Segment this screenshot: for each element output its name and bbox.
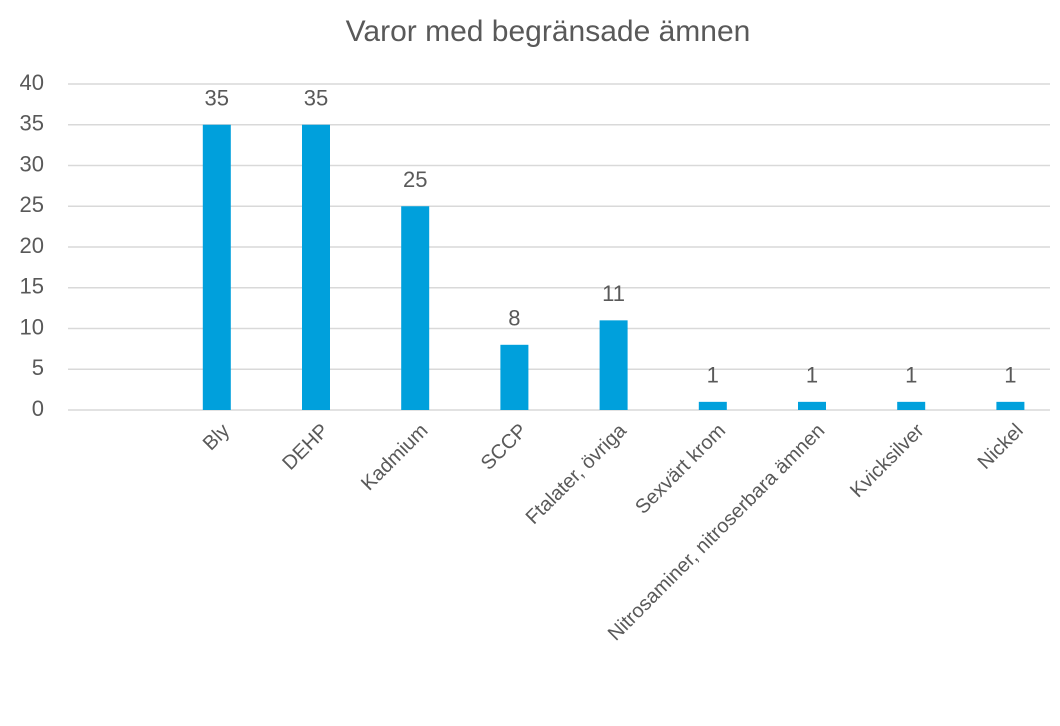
y-tick-label: 0 xyxy=(32,396,44,421)
x-tick-label: Nickel xyxy=(974,420,1028,474)
data-label: 35 xyxy=(205,86,229,111)
x-tick-label: Kadmium xyxy=(357,420,432,495)
data-label: 1 xyxy=(806,363,818,388)
bar xyxy=(401,206,430,410)
x-tick-label: SCCP xyxy=(477,420,532,475)
bar xyxy=(996,401,1025,410)
data-label: 1 xyxy=(707,363,719,388)
x-tick-label: Kvicksilver xyxy=(846,419,929,502)
y-tick-label: 20 xyxy=(20,233,44,258)
data-label: 1 xyxy=(905,363,917,388)
bar xyxy=(798,401,826,410)
data-label: 11 xyxy=(602,281,625,306)
bar xyxy=(698,401,727,410)
data-label: 25 xyxy=(403,167,427,192)
y-tick-label: 5 xyxy=(32,355,44,380)
x-tick-label: Nitrosaminer, nitroserbara ämnen xyxy=(604,420,829,645)
y-tick-label: 10 xyxy=(20,314,44,339)
y-tick-label: 15 xyxy=(20,274,44,299)
y-tick-label: 30 xyxy=(20,151,44,176)
x-tick-label: Sexvärt krom xyxy=(631,420,730,519)
x-tick-label: DEHP xyxy=(278,420,333,475)
x-tick-label: Ftalater, övriga xyxy=(522,419,632,529)
y-tick-label: 40 xyxy=(20,70,44,95)
bar xyxy=(599,320,628,410)
data-label: 35 xyxy=(304,86,328,111)
bar xyxy=(897,401,926,410)
data-label: 8 xyxy=(508,306,520,331)
x-tick-label: Bly xyxy=(199,420,234,455)
chart-title: Varor med begränsade ämnen xyxy=(346,15,751,48)
y-tick-label: 35 xyxy=(20,111,44,136)
bar xyxy=(202,124,231,410)
bar xyxy=(500,344,529,410)
y-tick-label: 25 xyxy=(20,192,44,217)
data-label: 1 xyxy=(1004,363,1016,388)
bar xyxy=(302,124,330,410)
